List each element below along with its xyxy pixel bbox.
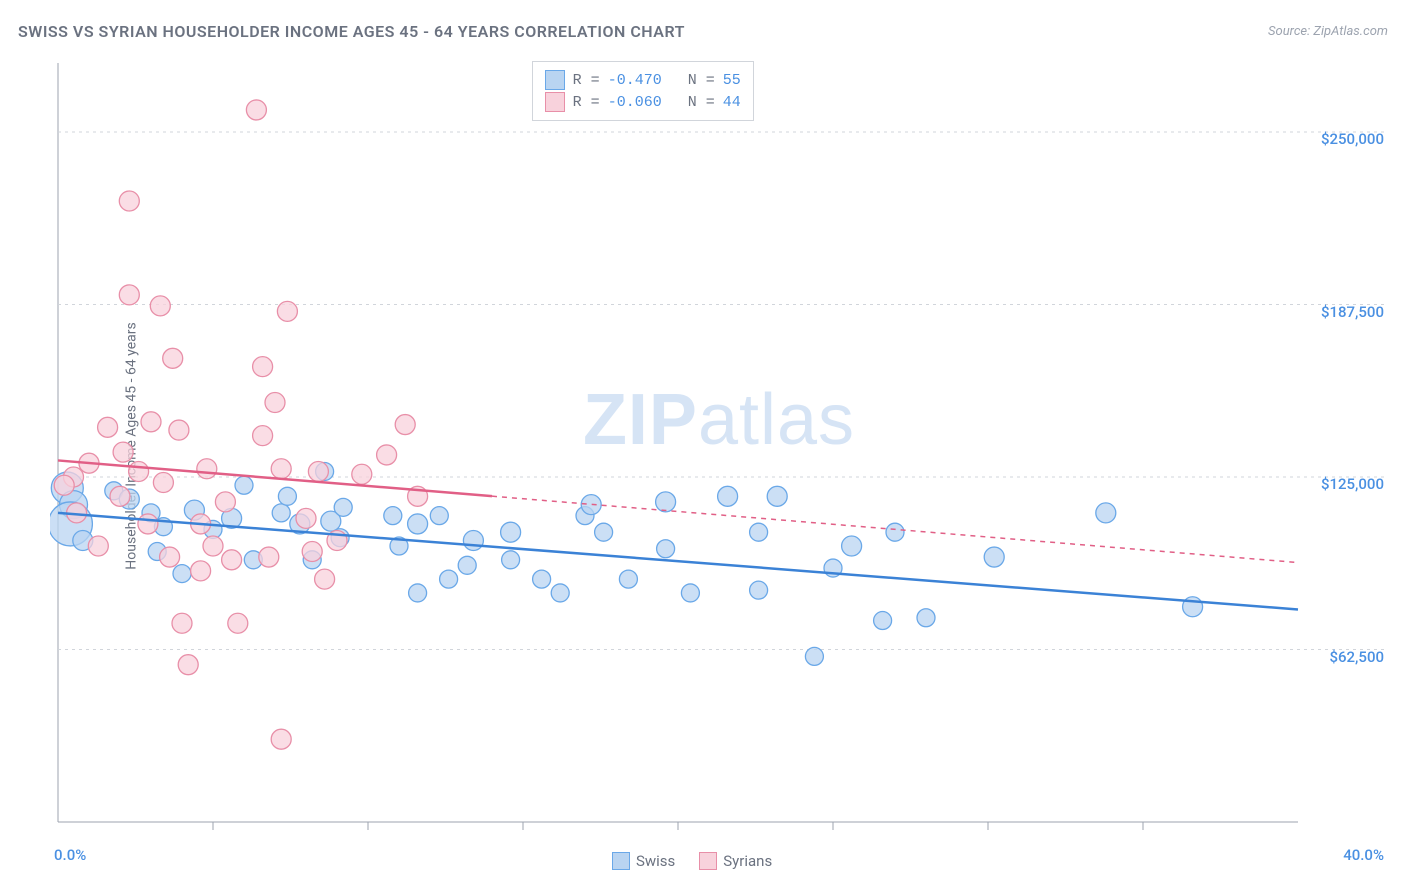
chart-canvas: [50, 55, 1388, 832]
y-tick-label: $62,500: [1329, 648, 1384, 666]
legend-n-value: 55: [723, 72, 741, 89]
legend-swatch: [545, 92, 565, 112]
x-min-label: 0.0%: [54, 846, 86, 864]
legend-row: R = -0.060 N = 44: [545, 92, 741, 112]
legend-swatch: [699, 852, 717, 870]
correlation-legend: R = -0.470 N = 55R = -0.060 N = 44: [532, 61, 754, 121]
y-tick-label: $250,000: [1321, 130, 1384, 148]
source-attribution: Source: ZipAtlas.com: [1268, 24, 1388, 39]
y-tick-label: $125,000: [1321, 475, 1384, 493]
legend-swatch: [545, 70, 565, 90]
series-legend-label: Swiss: [636, 852, 675, 870]
legend-n-label: N =: [670, 72, 715, 89]
legend-swatch: [612, 852, 630, 870]
legend-r-label: R =: [573, 94, 600, 111]
legend-r-value: -0.060: [608, 94, 662, 111]
x-max-label: 40.0%: [1343, 846, 1384, 864]
legend-row: R = -0.470 N = 55: [545, 70, 741, 90]
legend-n-label: N =: [670, 94, 715, 111]
legend-n-value: 44: [723, 94, 741, 111]
legend-r-label: R =: [573, 72, 600, 89]
series-legend-item: Swiss: [612, 852, 675, 870]
y-tick-label: $187,500: [1321, 303, 1384, 321]
scatter-chart: ZIPatlas R = -0.470 N = 55R = -0.060 N =…: [50, 55, 1388, 832]
series-legend-item: Syrians: [699, 852, 772, 870]
series-legend: Swiss Syrians: [612, 852, 772, 870]
chart-title: SWISS VS SYRIAN HOUSEHOLDER INCOME AGES …: [18, 22, 685, 41]
series-legend-label: Syrians: [723, 852, 772, 870]
legend-r-value: -0.470: [608, 72, 662, 89]
